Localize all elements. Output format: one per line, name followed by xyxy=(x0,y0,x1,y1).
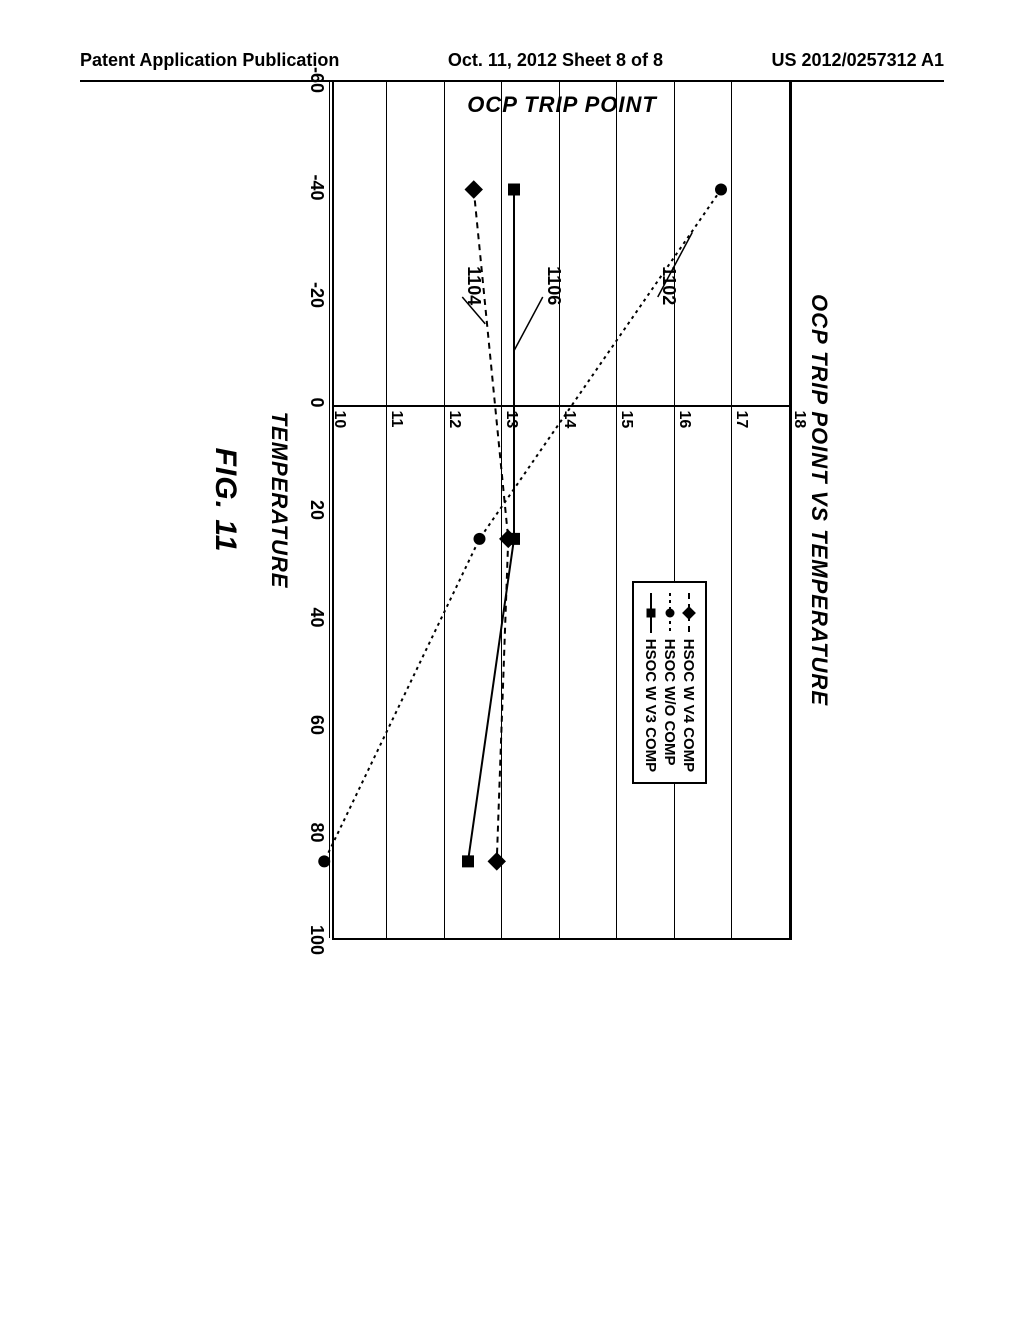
figure-label: FIG. 11 xyxy=(208,0,242,1000)
legend-swatch-hsoc_v3 xyxy=(644,593,658,633)
callout-1102: 1102 xyxy=(658,266,679,305)
series-marker-hsoc_v4 xyxy=(465,180,483,198)
chart-container: OCP TRIP POINT VS TEMPERATURE OCP TRIP P… xyxy=(192,0,832,1000)
legend-label-hsoc_v3: HSOC W V3 COMP xyxy=(642,639,659,772)
legend-row-hsoc_v3: HSOC W V3 COMP xyxy=(642,593,659,772)
y-tick-14: 14 xyxy=(560,411,578,429)
y-tick-11: 11 xyxy=(388,411,406,428)
callout-1106: 1106 xyxy=(543,266,564,305)
legend-swatch-hsoc_wo xyxy=(663,593,677,633)
x-tick-60: 60 xyxy=(306,715,327,735)
y-tick-15: 15 xyxy=(618,411,636,429)
x-tick-80: 80 xyxy=(306,822,327,842)
figure-rotated-wrap: OCP TRIP POINT VS TEMPERATURE OCP TRIP P… xyxy=(192,0,832,1000)
x-tick-0: 0 xyxy=(306,397,327,407)
legend: HSOC W V4 COMPHSOC W/O COMPHSOC W V3 COM… xyxy=(632,581,707,784)
series-marker-hsoc_wo xyxy=(474,533,486,545)
gridline xyxy=(617,82,618,938)
legend-label-hsoc_wo: HSOC W/O COMP xyxy=(661,639,678,766)
series-marker-hsoc_v3 xyxy=(508,533,520,545)
x-tick-20: 20 xyxy=(306,500,327,520)
x-axis-label: TEMPERATURE xyxy=(266,0,292,1000)
y-tick-13: 13 xyxy=(503,411,521,429)
series-marker-hsoc_v4 xyxy=(488,852,506,870)
chart-svg xyxy=(334,82,790,938)
gridline xyxy=(789,82,790,938)
callout-leader xyxy=(514,297,543,351)
gridline xyxy=(674,82,675,938)
y-tick-10: 10 xyxy=(330,411,348,429)
gridline xyxy=(502,82,503,938)
series-marker-hsoc_v3 xyxy=(462,855,474,867)
x-tick--60: -60 xyxy=(306,67,327,93)
chart-title: OCP TRIP POINT VS TEMPERATURE xyxy=(806,0,832,1000)
gridline xyxy=(732,82,733,938)
gridline xyxy=(444,82,445,938)
y-tick-16: 16 xyxy=(675,411,693,429)
gridline xyxy=(387,82,388,938)
plot-area: 101112131415161718110211041106HSOC W V4 … xyxy=(332,80,792,940)
legend-row-hsoc_v4: HSOC W V4 COMP xyxy=(680,593,697,772)
callout-1104: 1104 xyxy=(463,266,484,305)
series-marker-hsoc_v3 xyxy=(508,184,520,196)
x-tick-100: 100 xyxy=(306,925,327,955)
y-tick-12: 12 xyxy=(445,411,463,429)
y-tick-18: 18 xyxy=(790,411,808,429)
y-tick-17: 17 xyxy=(733,411,751,429)
series-marker-hsoc_wo xyxy=(715,184,727,196)
legend-swatch-hsoc_v4 xyxy=(682,593,696,633)
x-tick--20: -20 xyxy=(306,282,327,308)
gridline xyxy=(559,82,560,938)
y-axis-zero-line xyxy=(334,405,790,407)
legend-row-hsoc_wo: HSOC W/O COMP xyxy=(661,593,678,772)
legend-label-hsoc_v4: HSOC W V4 COMP xyxy=(680,639,697,772)
x-tick--40: -40 xyxy=(306,174,327,200)
x-tick-40: 40 xyxy=(306,607,327,627)
gridline xyxy=(329,82,330,938)
